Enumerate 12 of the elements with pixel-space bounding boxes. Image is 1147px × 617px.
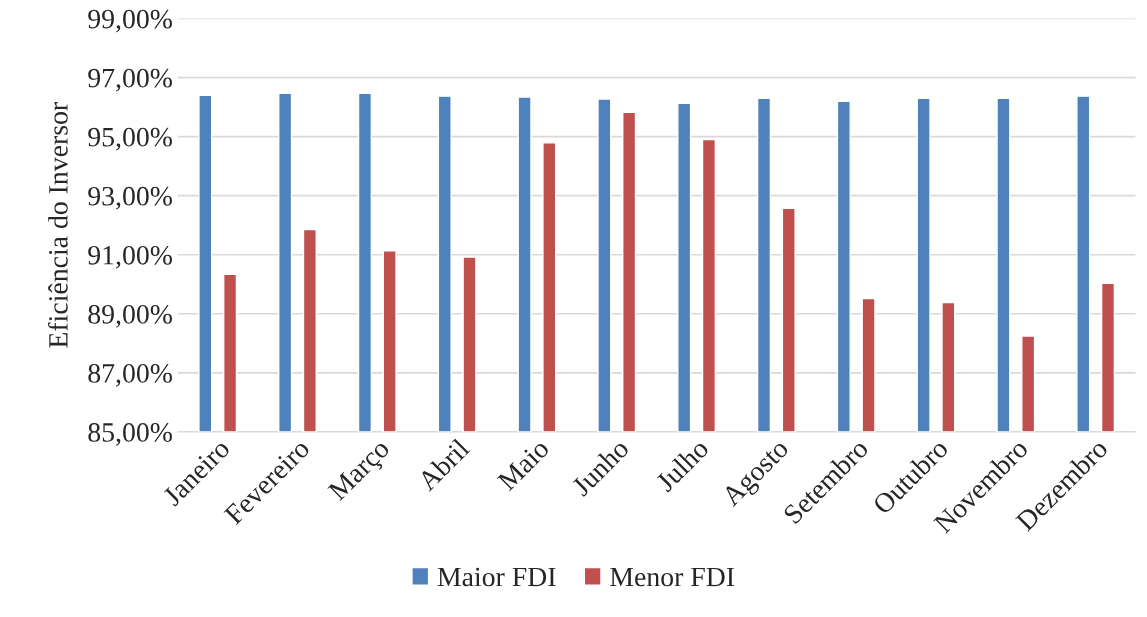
y-tick-label: 91,00% [88,245,172,269]
y-tick-label: 93,00% [88,186,172,210]
y-tick-label: 95,00% [88,127,172,151]
x-tick-label: Maio [496,438,551,492]
y-tick-label: 89,00% [88,304,172,328]
y-tick-label: 99,00% [88,9,172,33]
y-axis-title: Eficiência do Inversor [47,102,68,348]
y-tick-label: 85,00% [88,423,172,446]
y-tick-label: 87,00% [88,364,172,387]
legend-label: Menor FDI [610,567,735,587]
y-tick-label: 97,00% [88,68,172,92]
legend-label: Maior FDI [437,567,556,587]
